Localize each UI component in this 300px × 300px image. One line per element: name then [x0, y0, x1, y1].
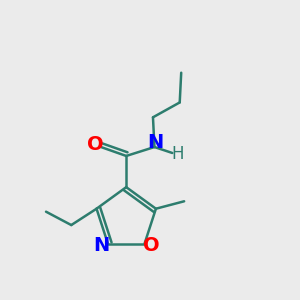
- Text: O: O: [143, 236, 159, 256]
- Text: O: O: [87, 135, 104, 154]
- Text: H: H: [171, 146, 184, 164]
- Text: N: N: [93, 236, 110, 256]
- Text: N: N: [147, 133, 164, 152]
